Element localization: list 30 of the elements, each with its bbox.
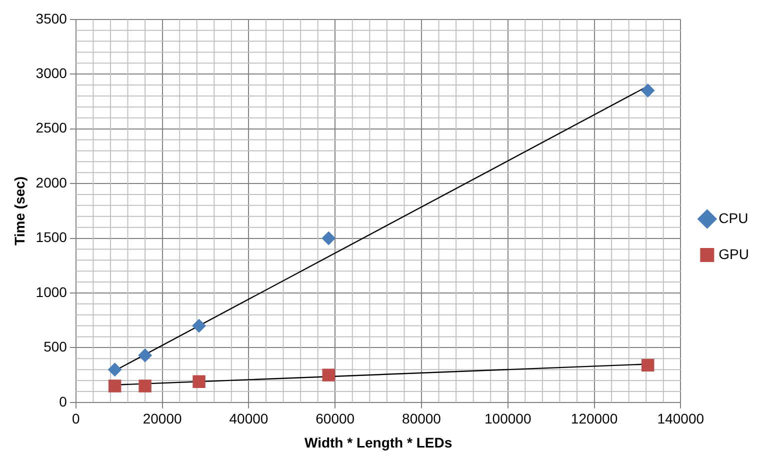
y-tick-label: 1500 (36, 229, 68, 246)
legend-label: CPU (718, 210, 748, 226)
y-tick-label: 1000 (36, 284, 68, 300)
x-tick-label: 120000 (570, 410, 618, 427)
point (108, 362, 122, 377)
point (322, 231, 336, 246)
y-tick-label: 2500 (36, 120, 68, 136)
x-tick-label: 60000 (316, 410, 355, 427)
point (138, 348, 152, 362)
y-tick-label: 500 (44, 338, 68, 355)
legend-label: GPU (718, 246, 750, 262)
x-tick-label: 40000 (229, 410, 268, 427)
x-tick-label: 100000 (484, 410, 532, 427)
point (192, 318, 206, 333)
point (192, 375, 206, 388)
y-tick-label: 3000 (36, 64, 68, 81)
point (322, 368, 335, 382)
point (640, 84, 655, 98)
x-axis-title: Width * Length * LEDs (304, 434, 452, 450)
y-tick-label: 3500 (36, 10, 68, 26)
x-tick-label: 140000 (657, 410, 704, 427)
point (641, 358, 654, 372)
y-axis-title: Time (sec) (11, 176, 28, 246)
x-tick-label: 80000 (402, 410, 442, 427)
y-tick-label: 2000 (36, 174, 68, 190)
point (108, 380, 122, 392)
x-tick-label: 20000 (142, 410, 182, 427)
y-tick-label: 0 (59, 393, 68, 410)
x-tick-label: 0 (72, 410, 80, 427)
point (138, 380, 152, 392)
